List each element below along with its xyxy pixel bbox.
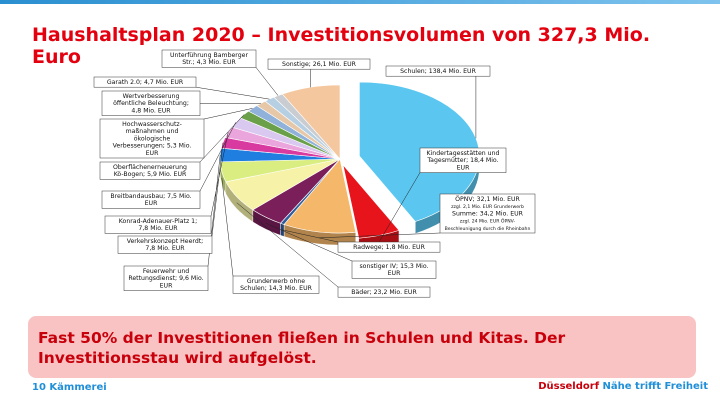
pie-leader-line	[236, 202, 339, 288]
pie-slice-label: EUR	[146, 150, 159, 157]
pie-slice-label: Kindertagesstätten und	[427, 150, 500, 157]
pie-slice	[281, 84, 341, 160]
pie-leader-line	[255, 67, 279, 96]
pie-slice-label: Tagesmütter; 18,4 Mio.	[426, 157, 498, 164]
pie-chart: Schulen; 138,4 Mio. EUR Kindertagesstätte…	[93, 49, 536, 298]
pie-leader-line	[282, 229, 339, 243]
pie-label-box	[99, 118, 205, 159]
pie-label-box	[99, 161, 201, 180]
pie-slice-label: Schulen; 138,4 Mio. EUR	[400, 68, 476, 75]
pie-slice-label: Verbesserungen; 5,3 Mio.	[113, 143, 192, 150]
pie-leader-line	[199, 122, 236, 192]
footer-slogan: Nähe trifft Freiheit	[602, 381, 708, 392]
pie-leader-line	[221, 177, 234, 277]
pie-slice-label: maßnahmen und	[126, 128, 179, 135]
footer-city: Düsseldorf	[538, 381, 600, 392]
pie-leader-line	[195, 86, 270, 100]
pie-label-box	[101, 190, 201, 209]
pie-slice-label: EUR	[160, 282, 173, 289]
pie-label-box	[439, 193, 536, 234]
pie-label-box	[232, 275, 320, 294]
pie-leader-lines	[195, 67, 477, 288]
pie-slice-label: Bäder; 23,2 Mio. EUR	[351, 289, 417, 296]
pie-slice-label: zzgl. 2,1 Mio. EUR Grunderwerb	[451, 204, 524, 210]
pie-slice-label: ökologische	[134, 135, 171, 142]
footer-page-label: 10 Kämmerei	[32, 382, 107, 393]
pie-label-box	[117, 235, 213, 254]
pie-label-box	[337, 286, 431, 298]
pie-slice-label: sonstiger IV; 15,3 Mio.	[359, 263, 428, 270]
pie-slice-label: Beschleunigung durch die Rheinbahn	[445, 226, 531, 232]
footer-branding: Düsseldorf Nähe trifft Freiheit	[538, 381, 708, 392]
pie-slice-label: Rettungsdienst; 9,6 Mio.	[128, 275, 203, 282]
pie-slice-label: Breitbandausbau; 7,5 Mio.	[110, 193, 191, 200]
pie-slice-label: 7,8 Mio. EUR	[145, 245, 185, 252]
pie-label-box	[385, 65, 491, 77]
callout-text: Fast 50% der Investitionen fließen in Sc…	[38, 329, 566, 367]
pie-label-box	[337, 241, 441, 253]
pie-slice-label: Str.; 4,3 Mio. EUR	[182, 59, 236, 66]
pie-slice-label: zzgl. 24 Mio. EUR ÖPNV-	[460, 218, 516, 225]
pie-slice-label: Verkehrskonzept Heerdt;	[127, 238, 204, 245]
pie-label-box	[351, 260, 437, 279]
pie-slice-label: Feuerwehr und	[143, 268, 189, 275]
pie-slice-label: 4,8 Mio. EUR	[131, 107, 171, 114]
pie-leader-line	[199, 114, 245, 163]
pie-slice-label: Radwege; 1,8 Mio. EUR	[353, 244, 425, 251]
pie-slice-label: Wertverbesserung	[123, 93, 180, 100]
pie-leader-line	[265, 222, 353, 262]
pie-label-box	[123, 265, 209, 291]
pie-slice-label: Kö-Bogen; 5,9 Mio. EUR	[114, 171, 187, 178]
pie-label-box	[93, 76, 197, 88]
pie-slice-label: EUR	[388, 270, 401, 277]
pie-slice-label: EUR	[457, 164, 470, 171]
pie-slice-label: Sonstige; 26,1 Mio. EUR	[282, 61, 357, 68]
slide-title: Haushaltsplan 2020 – Investitionsvolumen…	[32, 24, 651, 68]
pie-slice-label: Schulen; 14,3 Mio. EUR	[240, 285, 313, 292]
pie-labels: Schulen; 138,4 Mio. EUR Kindertagesstätte…	[93, 49, 536, 298]
pie-leader-line	[203, 108, 253, 120]
pie-label-box	[104, 215, 212, 234]
pie-leader-line	[379, 172, 421, 242]
pie-slice-label: Grunderwerb ohne	[247, 278, 305, 285]
pie-label-box	[101, 90, 201, 116]
top-accent-bar	[0, 0, 720, 4]
pie-label-box	[161, 49, 257, 68]
pie-leader-line	[210, 132, 229, 217]
pie-leader-line	[211, 142, 224, 237]
pie-slice-label: Garath 2.0; 4,7 Mio. EUR	[107, 79, 184, 86]
callout-box: Fast 50% der Investitionen fließen in Sc…	[28, 316, 696, 378]
pie-label-box	[267, 58, 371, 70]
pie-slice-label: EUR	[145, 200, 158, 207]
pie-leader-line	[318, 232, 441, 239]
pie-slice-label: 7,8 Mio. EUR	[138, 225, 178, 232]
pie-slice	[283, 158, 357, 234]
pie-label-box	[419, 147, 507, 173]
pie-slice-label: Unterführung Bamberger	[170, 52, 248, 59]
pie-slice-label: Konrad-Adenauer-Platz 1;	[119, 218, 197, 225]
pie-slice-label: ÖPNV; 32,1 Mio. EUR	[455, 194, 520, 203]
pie-slice-label: Summe: 34,2 Mio. EUR	[452, 210, 524, 217]
pie-slice-label: Hochwasserschutz-	[122, 121, 182, 128]
pie-slice-label: öffentliche Beleuchtung;	[113, 100, 189, 107]
pie-slice-label: Oberflächenerneuerung	[113, 164, 187, 171]
